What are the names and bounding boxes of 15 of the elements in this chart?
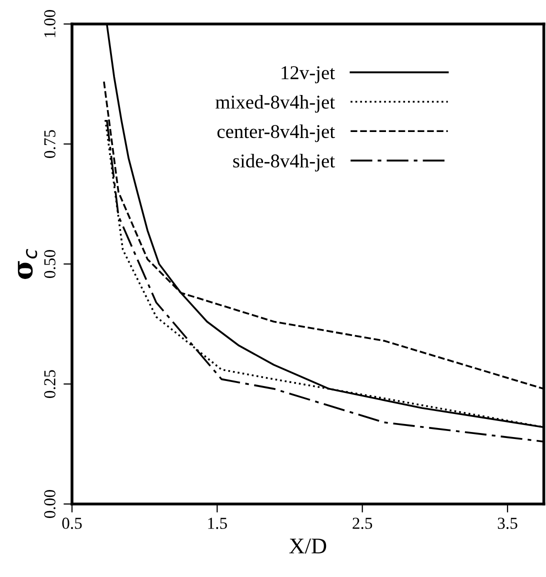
y-tick-label: 0.25	[44, 370, 56, 398]
x-axis-title: X/D	[289, 538, 326, 554]
legend-label: mixed-8v4h-jet	[216, 95, 335, 113]
y-axis-title: σ$_{c}$	[18, 248, 38, 279]
y-tick-label: 1.00	[44, 10, 56, 38]
legend-label: side-8v4h-jet	[233, 154, 335, 172]
y-tick-label: 0.50	[44, 250, 56, 278]
y-tick-label: 0.00	[44, 490, 56, 518]
y-tick-label: 0.75	[44, 130, 56, 158]
legend-label: center-8v4h-jet	[217, 124, 335, 142]
x-tick-label: 3.5	[498, 518, 518, 529]
x-tick-label: 1.5	[208, 518, 227, 529]
x-tick-label: 2.5	[352, 518, 372, 529]
x-tick-label: 0.5	[62, 518, 82, 529]
legend-label: 12v-jet	[282, 66, 335, 84]
